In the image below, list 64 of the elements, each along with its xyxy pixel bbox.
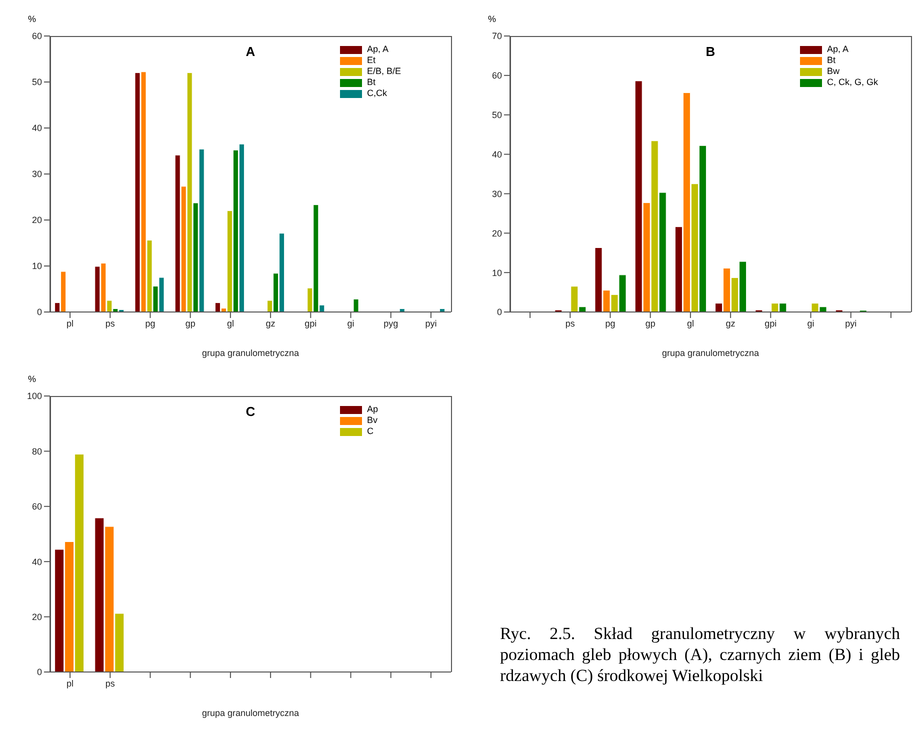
y-tick-label: 40: [32, 123, 42, 134]
legend-label: C,Ck: [367, 88, 388, 99]
x-tick-label: gl: [686, 318, 694, 328]
y-tick-label: 20: [32, 612, 42, 622]
x-axis-title: grupa granulometryczna: [202, 348, 300, 358]
x-tick-label: ps: [105, 318, 116, 328]
x-tick-label: pyi: [845, 318, 857, 328]
x-tick-label: pyi: [425, 318, 437, 328]
x-tick-label: gp: [645, 318, 656, 328]
legend-label: Ap: [367, 404, 380, 415]
y-tick-label: 30: [492, 188, 502, 199]
y-tick-label: 100: [26, 391, 42, 402]
text: A: [246, 44, 256, 59]
x-tick-label: gi: [807, 318, 814, 328]
y-tick-label: 10: [32, 261, 42, 272]
x-tick-label: gl: [226, 318, 234, 328]
y-axis-title: %: [488, 14, 496, 24]
legend-label: Bt: [367, 77, 377, 88]
x-tick-label: pl: [66, 318, 74, 328]
y-tick-label: 60: [492, 70, 502, 81]
bar: [353, 298, 359, 312]
x-tick-label: gz: [266, 318, 276, 328]
y-tick-label: 10: [492, 268, 502, 278]
y-tick-label: 0: [36, 667, 42, 678]
x-tick-label: pyg: [384, 318, 398, 328]
text: Ryc. 2.5. Skład granulometryczny w wybranych poziomach gleb płowych (A), czarnych ziem (B) i gleb rdzawych (C) środkowej Wielkopolski: [500, 623, 900, 686]
y-tick-label: 50: [492, 110, 502, 120]
legend-label: Ap, A: [827, 44, 850, 55]
y-axis-title: %: [28, 374, 36, 384]
x-tick-label: gpi: [764, 318, 777, 328]
legend-label: E/B, B/E: [367, 66, 402, 77]
x-tick-label: pg: [605, 318, 616, 328]
y-tick-label: 40: [492, 149, 502, 160]
x-tick-label: ps: [565, 318, 576, 328]
legend-label: Bt: [827, 55, 837, 66]
y-tick-label: 20: [32, 215, 42, 226]
y-axis-title: %: [28, 14, 36, 24]
x-tick-label: gp: [185, 318, 196, 328]
x-tick-label: ps: [105, 678, 116, 688]
legend-label: Bv: [367, 415, 379, 426]
y-tick-label: 60: [32, 31, 42, 42]
x-tick-label: gi: [347, 318, 354, 328]
text: C: [246, 404, 256, 419]
y-tick-label: 50: [32, 77, 42, 88]
legend-label: C: [367, 426, 374, 437]
x-tick-label: pl: [66, 678, 74, 688]
legend-label: C, Ck, G, Gk: [827, 77, 880, 88]
y-tick-label: 20: [492, 228, 502, 238]
y-tick-label: 30: [32, 169, 42, 180]
x-tick-label: gpi: [304, 318, 317, 328]
x-tick-label: pg: [145, 318, 156, 328]
x-tick-label: gz: [726, 318, 736, 328]
y-tick-label: 0: [496, 307, 502, 318]
legend-label: Bw: [827, 66, 841, 77]
legend-label: Et: [367, 55, 377, 66]
y-tick-label: 0: [36, 307, 42, 318]
y-tick-label: 80: [32, 446, 42, 456]
text: B: [706, 44, 716, 59]
x-axis-title: grupa granulometryczna: [662, 348, 760, 358]
x-axis-title: grupa granulometryczna: [202, 708, 300, 718]
y-tick-label: 70: [492, 31, 502, 42]
y-tick-label: 60: [32, 502, 42, 512]
y-tick-label: 40: [32, 556, 42, 567]
legend-label: Ap, A: [367, 44, 390, 55]
